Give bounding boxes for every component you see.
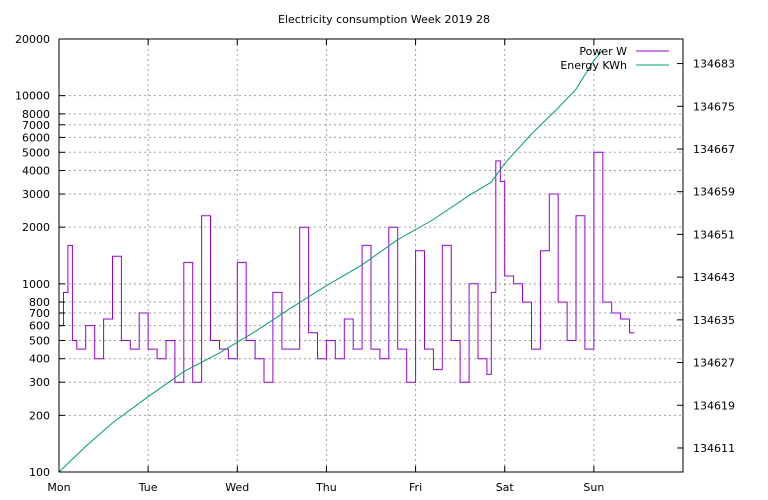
y-tick-label: 300 (29, 376, 50, 389)
x-tick-label: Sat (496, 481, 515, 494)
y-tick-label: 10000 (15, 90, 50, 103)
x-tick-label: Sun (583, 481, 604, 494)
y-tick-label: 8000 (22, 108, 50, 121)
y2-tick-label: 134643 (693, 271, 735, 284)
x-tick-label: Mon (47, 481, 70, 494)
x-tick-label: Tue (138, 481, 158, 494)
y-tick-label: 6000 (22, 131, 50, 144)
y-tick-label: 500 (29, 334, 50, 347)
y2-tick-label: 134667 (693, 143, 735, 156)
plot-frame (58, 38, 684, 473)
legend-label: Power W (579, 45, 627, 58)
y-tick-label: 4000 (22, 165, 50, 178)
y-tick-label: 20000 (15, 33, 50, 46)
y-tick-label: 1000 (22, 278, 50, 291)
y2-tick-label: 134651 (693, 228, 735, 241)
y-tick-label: 2000 (22, 221, 50, 234)
chart-title: Electricity consumption Week 2019 28 (278, 13, 490, 26)
y-tick-label: 200 (29, 409, 50, 422)
x-tick-label: Fri (409, 481, 422, 494)
y-tick-label: 600 (29, 320, 50, 333)
y-tick-label: 3000 (22, 188, 50, 201)
axes-layer: Mon Tue Wed Thu Fri Sat Sun1002003004005006007… (15, 33, 735, 494)
y2-tick-label: 134659 (693, 186, 735, 199)
y2-tick-label: 134611 (693, 442, 735, 455)
legend-label: Energy KWh (560, 59, 627, 72)
y2-tick-label: 134635 (693, 314, 735, 327)
grid-lines (59, 39, 683, 472)
x-tick-label: Thu (315, 481, 337, 494)
y2-tick-label: 134683 (693, 58, 735, 71)
y2-tick-label: 134675 (693, 100, 735, 113)
series-layer (58, 49, 635, 473)
series-line-energy (58, 49, 604, 473)
y2-tick-label: 134619 (693, 399, 735, 412)
y-tick-label: 700 (29, 307, 50, 320)
y-tick-label: 100 (29, 466, 50, 479)
y-tick-label: 7000 (22, 119, 50, 132)
y2-tick-label: 134627 (693, 357, 735, 370)
y-tick-label: 400 (29, 353, 50, 366)
y-tick-label: 5000 (22, 146, 50, 159)
x-tick-label: Wed (225, 481, 249, 494)
series-line-power (59, 151, 635, 383)
y-tick-label: 800 (29, 296, 50, 309)
